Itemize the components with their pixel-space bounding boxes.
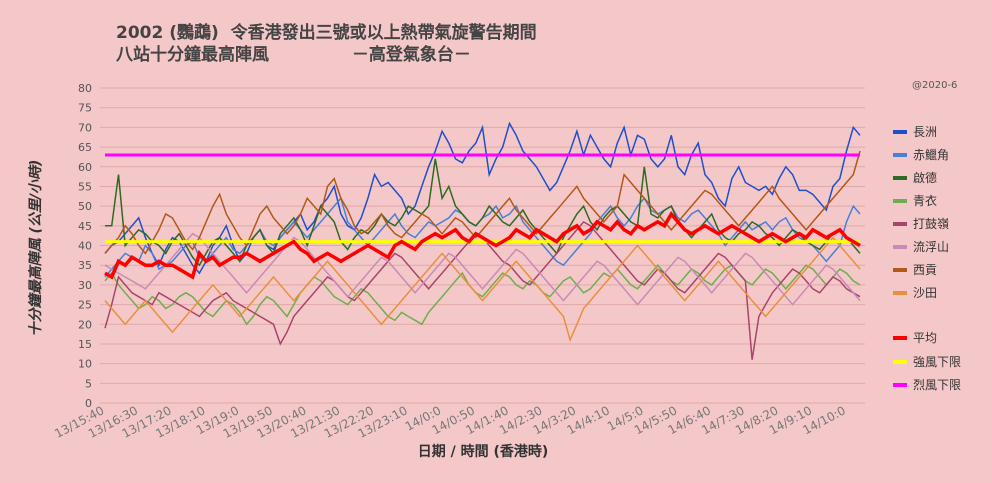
y-tick-labels: 0 5 10 15 20 25 30 35 40 45 50 55 60 65 70 75 80 (78, 82, 92, 410)
y-tick-label: 35 (78, 259, 92, 272)
legend-swatch (893, 176, 907, 180)
legend-swatch (893, 199, 907, 203)
legend-label: 打鼓嶺 (913, 217, 949, 231)
legend-label: 青衣 (913, 193, 937, 208)
series-line (105, 158, 861, 267)
y-tick-label: 10 (78, 358, 92, 371)
copyright-note: @2020-6 (912, 80, 958, 91)
y-tick-label: 50 (78, 200, 92, 213)
legend-swatch (893, 360, 907, 364)
legend-label: 平均 (913, 331, 937, 345)
grid-lines (100, 87, 865, 404)
series-line (104, 150, 861, 255)
average-line (104, 210, 861, 280)
series-lines (104, 121, 861, 360)
series-line (104, 236, 861, 343)
y-tick-label: 65 (78, 141, 92, 154)
y-tick-label: 80 (78, 82, 92, 95)
chart-title-line2: 八站十分鐘最高陣風 －高登氣象台－ (116, 45, 471, 65)
series-line (104, 232, 861, 306)
legend-label: 烈風下限 (913, 378, 961, 392)
y-axis-label: 十分鐘最高陣風 (公里/小時) (27, 160, 44, 337)
legend-swatch (893, 222, 907, 226)
legend-swatch (893, 268, 907, 272)
legend-swatch (893, 291, 907, 295)
y-tick-label: 45 (78, 220, 92, 233)
y-tick-label: 25 (78, 299, 92, 312)
y-tick-label: 40 (78, 240, 92, 253)
legend-label: 強風下限 (913, 355, 961, 369)
x-axis-label: 日期 / 時間 (香港時) (418, 443, 549, 460)
legend-swatch (893, 383, 907, 387)
chart-title: 2002 (鸚鵡) 令香港發出三號或以上熱帶氣旋警告期間 八站十分鐘最高陣風 －… (116, 22, 537, 66)
y-tick-label: 70 (78, 121, 92, 134)
legend-label: 長洲 (913, 125, 937, 139)
y-tick-label: 20 (78, 318, 92, 331)
y-tick-label: 15 (78, 338, 92, 351)
series-line (104, 121, 861, 275)
legend-swatch (893, 245, 907, 249)
y-tick-label: 60 (78, 161, 92, 174)
legend-swatch (893, 153, 907, 157)
x-tick-labels: 13/15:4013/16:3013/17:2013/18:1013/19:01… (52, 403, 848, 441)
y-tick-label: 55 (78, 180, 92, 193)
legend-label: 流浮山 (913, 240, 949, 254)
legend-label: 西貢 (913, 263, 937, 277)
chart-title-line1: 2002 (鸚鵡) 令香港發出三號或以上熱帶氣旋警告期間 (116, 23, 537, 43)
legend-label: 啟德 (913, 170, 937, 185)
y-tick-label: 75 (78, 102, 92, 115)
y-tick-label: 30 (78, 279, 92, 292)
y-tick-label: 5 (85, 377, 92, 390)
legend-swatch (893, 130, 907, 134)
legend-swatch (893, 336, 907, 340)
legend-label: 沙田 (913, 286, 937, 300)
legend-label: 赤鱲角 (913, 148, 949, 162)
y-tick-label: 0 (85, 397, 92, 410)
